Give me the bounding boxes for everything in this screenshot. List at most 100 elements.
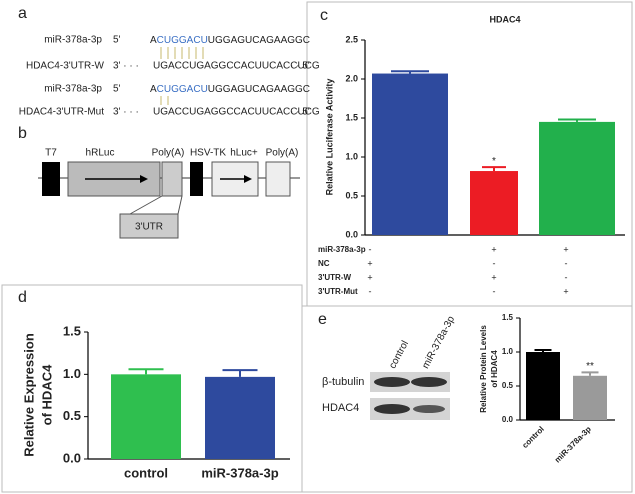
band (413, 405, 445, 413)
element-label: hRLuc (86, 148, 115, 159)
element-label: Poly(A) (266, 148, 299, 159)
bar (470, 171, 518, 235)
element-label: Poly(A) (152, 148, 185, 159)
condition-label: 3'UTR-W (318, 273, 351, 282)
element-box (190, 162, 203, 196)
seq-name: HDAC4-3'UTR-Mut (19, 107, 104, 118)
seq-name: miR-378a-3p (44, 35, 102, 46)
row-label: β-tubulin (322, 376, 364, 388)
seq-seed: CUGGACU (157, 35, 208, 46)
condition-mark: + (491, 272, 496, 282)
panel-label: b (18, 125, 27, 142)
sequence: UGACCUGAGGCCACUUCACCUCG (153, 61, 320, 72)
y-axis-label: of HDAC4 (39, 364, 54, 425)
y-tick-label: 1.5 (345, 112, 358, 122)
bar (372, 73, 448, 235)
western-blot: control miR-378a-3p β-tubulin HDAC4 (322, 314, 457, 420)
seq-name: HDAC4-3'UTR-W (26, 61, 105, 72)
x-tick-label: control (124, 465, 168, 480)
condition-mark: + (491, 244, 496, 254)
element-label: T7 (45, 148, 57, 159)
y-tick-label: 0.0 (345, 229, 358, 239)
panel-label: e (318, 311, 327, 328)
significance-label: ** (586, 361, 594, 372)
condition-mark: + (367, 258, 372, 268)
lane-label: miR-378a-3p (420, 314, 457, 371)
sequence: ACUGGACUUGGAGUCAGAAGGC (150, 84, 310, 95)
lane-label: control (387, 339, 411, 371)
condition-label: miR-378a-3p (318, 245, 366, 254)
y-axis-label: of HDAC4 (490, 350, 499, 388)
y-tick-label: 2.0 (345, 73, 358, 83)
bar (573, 375, 607, 420)
seq-start: 3' · · · (113, 107, 139, 118)
condition-label: NC (318, 259, 330, 268)
condition-mark: - (369, 286, 372, 296)
seq-seed: CUGGACU (157, 84, 208, 95)
seq-part: UGGAGUCAGAAGGC (208, 84, 310, 95)
seq-end: · · 5' (290, 61, 310, 72)
condition-mark: + (563, 286, 568, 296)
x-tick-label: miR-378a-3p (553, 424, 593, 464)
element-label: hLuc+ (230, 148, 258, 159)
condition-mark: + (563, 244, 568, 254)
y-axis-label: Relative Expression (21, 333, 36, 457)
sequence: UGACCUGAGGCCACUUCACCUCG (153, 107, 320, 118)
seq-part: UGGAGUCAGAAGGC (208, 35, 310, 46)
y-tick-label: 0.5 (502, 381, 514, 390)
x-tick-label: miR-378a-3p (201, 465, 278, 480)
bar (205, 376, 275, 459)
y-tick-label: 0.0 (63, 450, 81, 465)
sequence-alignment: miR-378a-3p 5' ACUGGACUUGGAGUCAGAAGGC HD… (19, 35, 320, 118)
panel-label: c (320, 7, 328, 24)
y-tick-label: 1.5 (502, 313, 514, 322)
seq-start: 3' · · · (113, 61, 139, 72)
arrow-head (244, 175, 252, 183)
element-box (42, 162, 60, 196)
bar (539, 121, 615, 235)
y-tick-label: 1.5 (63, 323, 81, 338)
band (374, 404, 410, 414)
insert-label: 3'UTR (135, 222, 163, 233)
construct-map: 3'UTR T7 hRLuc Poly(A) HSV-TK hLuc+ Poly… (38, 148, 300, 239)
y-tick-label: 1.0 (63, 366, 81, 381)
panel-label: a (18, 5, 27, 22)
y-tick-label: 1.0 (502, 347, 514, 356)
band (411, 377, 447, 387)
row-label: HDAC4 (322, 402, 359, 414)
condition-mark: - (565, 272, 568, 282)
band (374, 377, 410, 387)
bar (111, 374, 181, 459)
condition-mark: - (493, 286, 496, 296)
connector (129, 195, 163, 215)
condition-mark: + (367, 272, 372, 282)
seq-part: A (150, 35, 157, 46)
y-axis-label: Relative Protein Levels (479, 325, 488, 413)
condition-mark: - (369, 244, 372, 254)
condition-label: 3'UTR-Mut (318, 287, 358, 296)
y-axis-label: Relative Luciferase Activity (324, 79, 334, 196)
seq-name: miR-378a-3p (44, 84, 102, 95)
panel-label: d (18, 289, 27, 306)
sequence: ACUGGACUUGGAGUCAGAAGGC (150, 35, 310, 46)
y-tick-label: 1.0 (345, 151, 358, 161)
seq-start: 5' (113, 84, 121, 95)
y-tick-label: 2.5 (345, 34, 358, 44)
seq-end: · · 5' (290, 107, 310, 118)
y-tick-label: 0.5 (63, 408, 81, 423)
bar (526, 352, 560, 420)
connector (177, 195, 183, 215)
chart-title: HDAC4 (489, 14, 520, 24)
arrow-head (140, 175, 148, 183)
x-tick-label: control (520, 425, 546, 451)
seq-part: A (150, 84, 157, 95)
element-box (161, 161, 183, 197)
element-label: HSV-TK (190, 148, 226, 159)
insert-box (119, 213, 179, 239)
panel-frame (301, 305, 633, 493)
significance-label: * (492, 156, 496, 167)
pairing-lines (160, 47, 204, 105)
seq-start: 5' (113, 35, 121, 46)
y-tick-label: 0.5 (345, 190, 358, 200)
